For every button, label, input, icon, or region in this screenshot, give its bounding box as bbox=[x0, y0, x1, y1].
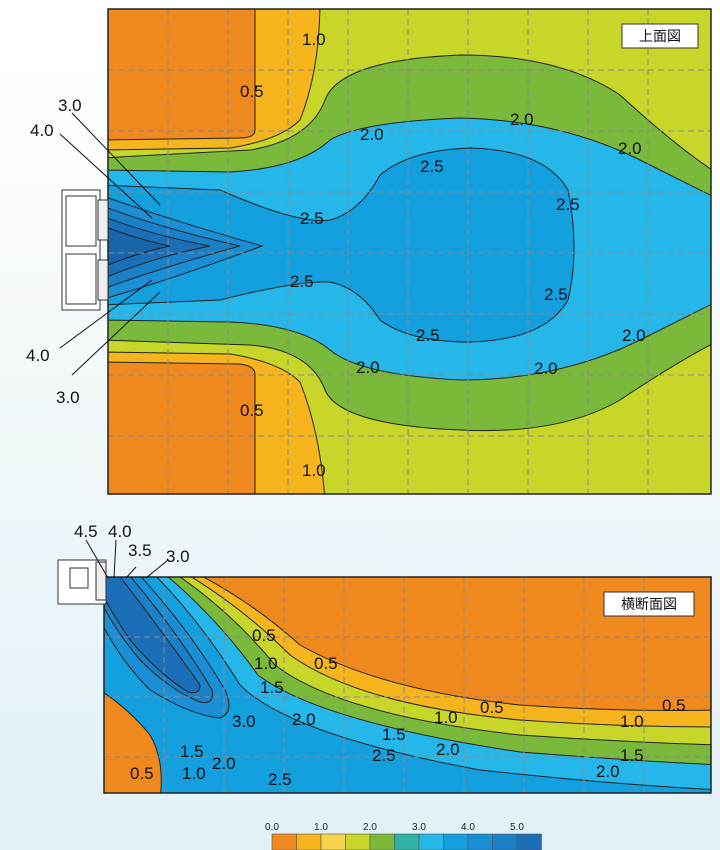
sec-label-1.5-d: 1.5 bbox=[180, 742, 204, 761]
top-label-4.0-a: 4.0 bbox=[30, 121, 54, 140]
legend-tick-label: 4.0 bbox=[461, 822, 475, 833]
legend-tick-label: 2.0 bbox=[363, 822, 377, 833]
legend-tick-label: 5.0 bbox=[510, 822, 524, 833]
sec-label-1.5-b: 1.5 bbox=[382, 725, 406, 744]
top-label-3.0-b: 3.0 bbox=[56, 388, 80, 407]
section-contours bbox=[104, 577, 711, 793]
section-title-box bbox=[603, 591, 695, 617]
top-view-title-box bbox=[621, 23, 699, 49]
sec-label-0.5-e: 0.5 bbox=[130, 764, 154, 783]
top-label-2.0-b: 2.0 bbox=[510, 110, 534, 129]
sec-label-2.0-c: 2.0 bbox=[596, 762, 620, 781]
sec-zone-4.0 bbox=[104, 577, 201, 694]
sec-label-1.5-c: 1.5 bbox=[620, 746, 644, 765]
top-label-2.5-b: 2.5 bbox=[556, 195, 580, 214]
legend-swatch bbox=[443, 833, 469, 850]
sec-label-2.0-b: 2.0 bbox=[436, 740, 460, 759]
top-label-2.5-a: 2.5 bbox=[420, 157, 444, 176]
section-frame bbox=[103, 576, 712, 794]
sec-label-0.5-a: 0.5 bbox=[252, 626, 276, 645]
top-label-2.0-c: 2.0 bbox=[618, 139, 642, 158]
top-leaders bbox=[59, 112, 161, 376]
legend-swatch bbox=[394, 833, 420, 850]
sec-label-4.0: 4.0 bbox=[108, 522, 132, 541]
sec-label-1.0-b: 1.0 bbox=[434, 708, 458, 727]
sec-label-1.5-a: 1.5 bbox=[260, 678, 284, 697]
top-label-2.5-e: 2.5 bbox=[544, 285, 568, 304]
zone-2.5-core bbox=[108, 147, 575, 343]
top-view-title: 上面図 bbox=[639, 28, 681, 44]
top-view-contours bbox=[108, 9, 711, 494]
sec-label-1.0-a: 1.0 bbox=[254, 654, 278, 673]
top-label-0.5-a: 0.5 bbox=[240, 82, 264, 101]
legend-tick-label: 0.0 bbox=[265, 822, 279, 833]
sec-label-3.5: 3.5 bbox=[128, 541, 152, 560]
sec-label-1.0-d: 1.0 bbox=[182, 764, 206, 783]
section-grid bbox=[104, 577, 711, 793]
color-scale-legend: 0.0 1.0 2.0 3.0 4.0 5.0 bbox=[265, 822, 542, 850]
sec-label-2.0-a: 2.0 bbox=[292, 710, 316, 729]
legend-swatch bbox=[320, 833, 346, 850]
sec-label-0.5-b: 0.5 bbox=[314, 654, 338, 673]
top-label-2.0-f: 2.0 bbox=[534, 359, 558, 378]
sec-label-4.5: 4.5 bbox=[74, 522, 98, 541]
legend-swatch bbox=[492, 833, 518, 850]
top-label-2.0-d: 2.0 bbox=[622, 326, 646, 345]
top-label-2.5-f: 2.5 bbox=[416, 326, 440, 345]
sec-label-0.5-d: 0.5 bbox=[662, 696, 686, 715]
top-label-3.0-a: 3.0 bbox=[58, 96, 82, 115]
sec-zone-pocket bbox=[104, 692, 162, 793]
sec-label-3.0-b: 3.0 bbox=[232, 712, 256, 731]
section-title: 横断面図 bbox=[621, 596, 677, 612]
top-view-unit bbox=[61, 189, 109, 311]
legend-swatch bbox=[467, 833, 493, 850]
legend-ticks: 0.0 1.0 2.0 3.0 4.0 5.0 bbox=[265, 822, 524, 833]
sec-label-2.5-a: 2.5 bbox=[372, 746, 396, 765]
legend-swatch bbox=[369, 833, 395, 850]
top-label-2.0-e: 2.0 bbox=[356, 358, 380, 377]
legend-tick-label: 3.0 bbox=[412, 822, 426, 833]
legend-swatch bbox=[345, 833, 371, 850]
sec-zone-2.5 bbox=[104, 577, 711, 793]
cross-section-panel: 横断面図 4.5 4.0 3.5 3.0 0.5 1.0 0.5 1.5 3.0… bbox=[57, 522, 712, 794]
top-label-1.0-a: 1.0 bbox=[302, 30, 326, 49]
sec-label-3.0-a: 3.0 bbox=[166, 547, 190, 566]
section-unit bbox=[57, 559, 107, 605]
top-label-2.5-c: 2.5 bbox=[300, 209, 324, 228]
legend-swatch bbox=[296, 833, 322, 850]
sec-label-2.0-d: 2.0 bbox=[212, 754, 236, 773]
top-grid bbox=[108, 9, 711, 494]
legend-swatches bbox=[271, 833, 542, 850]
sec-label-2.5-b: 2.5 bbox=[268, 770, 292, 789]
top-label-2.5-d: 2.5 bbox=[290, 272, 314, 291]
top-label-2.0-a: 2.0 bbox=[360, 125, 384, 144]
top-label-4.0-b: 4.0 bbox=[26, 346, 50, 365]
legend-tick-label: 1.0 bbox=[314, 822, 328, 833]
sec-label-1.0-c: 1.0 bbox=[620, 712, 644, 731]
top-view-panel: 上面図 1.0 0.5 2.0 2.0 2.0 2.5 2.5 2.5 2.5 … bbox=[26, 8, 712, 495]
legend-swatch bbox=[418, 833, 444, 850]
legend-swatch bbox=[271, 833, 297, 850]
top-label-1.0-b: 1.0 bbox=[302, 461, 326, 480]
top-label-0.5-b: 0.5 bbox=[240, 401, 264, 420]
top-view-frame bbox=[107, 8, 712, 495]
section-leaders bbox=[85, 539, 169, 579]
sec-label-0.5-c: 0.5 bbox=[480, 698, 504, 717]
legend-swatch bbox=[516, 833, 542, 850]
zone-4.5 bbox=[108, 227, 171, 266]
